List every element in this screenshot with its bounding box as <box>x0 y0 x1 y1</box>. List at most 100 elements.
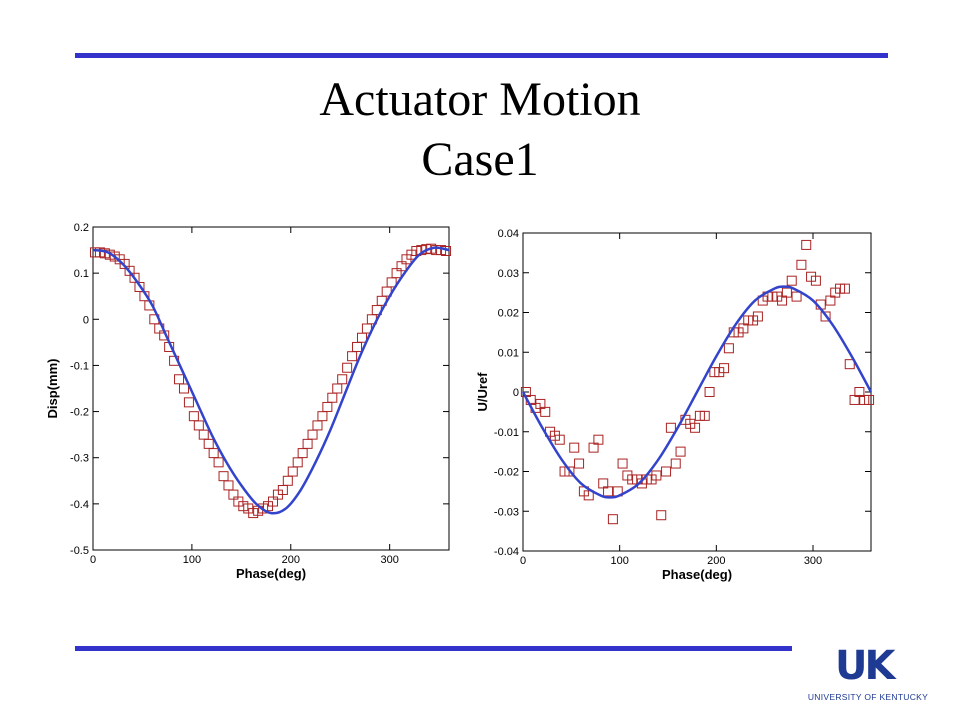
data-point <box>203 438 214 449</box>
slide-title-line-2: Case1 <box>421 133 539 186</box>
x-tick-label: 100 <box>610 555 628 567</box>
fit-line <box>521 285 873 499</box>
data-point <box>786 275 797 286</box>
data-point <box>352 341 363 352</box>
data-point <box>781 287 792 298</box>
x-tick-label: 200 <box>282 554 300 566</box>
data-point <box>820 311 831 322</box>
data-point <box>723 343 734 354</box>
data-point <box>656 510 667 521</box>
data-point <box>554 434 565 445</box>
data-point <box>332 383 343 394</box>
data-point <box>675 446 686 457</box>
data-point <box>569 442 580 453</box>
y-tick-label: 0.1 <box>74 268 89 280</box>
data-point <box>699 410 710 421</box>
data-point <box>583 490 594 501</box>
x-tick-label: 300 <box>380 554 398 566</box>
y-tick-label: 0 <box>83 314 89 326</box>
data-point <box>327 392 338 403</box>
x-axis-label: Phase(deg) <box>236 566 306 581</box>
data-point <box>441 245 452 256</box>
velocity-chart: 0 100 200 300 -0.04 -0.03 -0.02 -0.01 0 0.01 0.02 0… <box>475 228 875 582</box>
data-point <box>796 259 807 270</box>
y-tick-label: 0.04 <box>498 228 519 240</box>
uk-logo-mark: UK <box>835 643 896 689</box>
data-point <box>617 458 628 469</box>
data-point <box>302 438 313 449</box>
y-tick-label: -0.03 <box>494 506 519 518</box>
data-point <box>337 374 348 385</box>
data-point <box>844 359 855 370</box>
data-point <box>356 332 367 343</box>
measured-series <box>520 239 875 525</box>
y-tick-label: 0.02 <box>498 308 519 320</box>
data-point <box>317 411 328 422</box>
data-point <box>864 394 875 405</box>
data-point <box>307 429 318 440</box>
data-point <box>347 351 358 362</box>
y-tick-label: -0.01 <box>494 427 519 439</box>
data-point <box>593 434 604 445</box>
data-point <box>839 283 850 294</box>
y-axis-label: Disp(mm) <box>45 359 60 419</box>
data-point <box>188 411 199 422</box>
y-tick-label: 0.2 <box>74 222 89 234</box>
data-point <box>661 466 672 477</box>
data-point <box>540 406 551 417</box>
fit-line <box>92 246 450 515</box>
x-tick-label: 300 <box>804 555 822 567</box>
top-rule <box>75 53 888 58</box>
data-point <box>312 420 323 431</box>
displacement-chart: 0 100 200 300 -0.5 -0.4 -0.3 -0.2 -0.1 0 0.1 0.2 Pha… <box>45 222 452 581</box>
y-tick-label: 0.03 <box>498 268 519 280</box>
x-tick-label: 0 <box>520 555 526 567</box>
y-tick-label: -0.4 <box>70 499 89 511</box>
y-tick-label: -0.3 <box>70 453 89 465</box>
data-point <box>651 470 662 481</box>
data-point <box>178 383 189 394</box>
y-tick-label: -0.5 <box>70 545 89 557</box>
x-tick-label: 0 <box>90 554 96 566</box>
data-point <box>213 457 224 468</box>
data-point <box>287 466 298 477</box>
data-point <box>223 480 234 491</box>
data-point <box>665 422 676 433</box>
data-point <box>183 397 194 408</box>
bottom-rule <box>75 646 792 651</box>
data-point <box>791 291 802 302</box>
data-point <box>704 387 715 397</box>
y-tick-label: 0 <box>513 387 519 399</box>
data-point <box>810 275 821 286</box>
y-tick-label: -0.1 <box>70 360 89 372</box>
data-point <box>297 448 308 459</box>
data-point <box>282 475 293 486</box>
data-point <box>603 486 614 497</box>
data-point <box>574 458 585 469</box>
data-point <box>670 458 681 469</box>
data-point <box>174 374 185 385</box>
data-point <box>322 401 333 412</box>
university-logo: UK UNIVERSITY OF KENTUCKY <box>793 640 943 715</box>
x-tick-label: 100 <box>183 554 201 566</box>
y-tick-label: 0.01 <box>498 347 519 359</box>
data-point <box>292 457 303 468</box>
data-point <box>690 422 701 433</box>
x-axis-label: Phase(deg) <box>662 567 732 582</box>
x-tick-label: 200 <box>707 555 725 567</box>
data-point <box>564 466 575 477</box>
plot-frame <box>92 226 450 551</box>
data-point <box>198 429 209 440</box>
data-point <box>752 311 763 322</box>
y-tick-label: -0.02 <box>494 467 519 479</box>
y-tick-label: -0.2 <box>70 407 89 419</box>
data-point <box>193 420 204 431</box>
y-tick-label: -0.04 <box>494 546 519 558</box>
data-point <box>218 471 229 482</box>
university-name: UNIVERSITY OF KENTUCKY <box>807 692 929 702</box>
data-point <box>342 362 353 373</box>
data-point <box>719 363 730 374</box>
data-point <box>607 514 618 525</box>
data-point <box>801 239 812 250</box>
data-point <box>208 448 219 459</box>
